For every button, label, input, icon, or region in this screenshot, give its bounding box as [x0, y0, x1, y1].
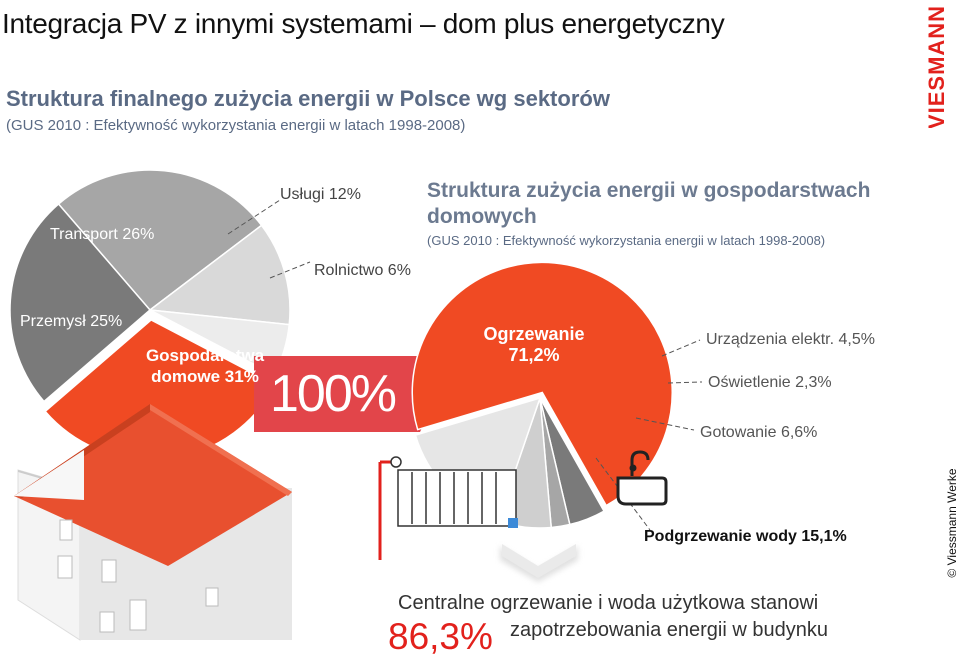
slide-title: Integracja PV z innymi systemami – dom p… [2, 8, 725, 39]
brand-text: VIESMANN [924, 6, 949, 128]
sink-icon [616, 450, 668, 506]
pie1-label-uslugi: Usługi 12% [280, 186, 361, 203]
leader-line-uslugi [227, 199, 281, 235]
household-pie-chart [411, 261, 673, 529]
viessmann-logo: VIESMANN [924, 6, 949, 128]
sector-chart-title: Struktura finalnego zużycia energii w Po… [6, 86, 610, 111]
pie1-label-przemysl: Przemysł 25% [20, 313, 123, 330]
pie1-label-gospodarstwa: Gospodarstwa domowe 31% [145, 346, 265, 386]
pie1-slice-usługi [148, 224, 291, 326]
pie2-label-urzadzenia: Urządzenia elektr. 4,5% [706, 331, 875, 348]
pie1-slice-przemysł [9, 202, 152, 403]
pie2-label-gotowanie: Gotowanie 6,6% [700, 424, 818, 441]
house-window [99, 611, 115, 633]
pie2-slice-ogrzewanie [411, 261, 673, 507]
leader-line-gotowanie [635, 417, 695, 431]
pie2-label-oswietlenie: Oświetlenie 2,3% [708, 374, 832, 391]
leader-line-rolnictwo [269, 261, 311, 279]
house-window [205, 587, 219, 607]
house-illustration [14, 404, 292, 641]
sector-chart-source: (GUS 2010 : Efektywność wykorzystania en… [6, 117, 466, 134]
summary-line-1: Centralne ogrzewanie i woda użytkowa sta… [398, 592, 819, 614]
leader-line-oswietlenie [667, 381, 703, 384]
radiator-icon [378, 456, 518, 560]
house-window [57, 555, 73, 579]
pie1-label-rolnictwo: Rolnictwo 6% [314, 262, 411, 279]
pie1-label-transport: Transport 26% [50, 226, 155, 243]
badge-100-text: 100% [270, 365, 397, 423]
summary-line-2: zapotrzebowania energii w budynku [510, 619, 828, 641]
leader-line-urzadzenia [661, 339, 701, 357]
household-chart-source: (GUS 2010 : Efektywność wykorzystania en… [427, 233, 826, 248]
badge-100-shape [254, 356, 438, 432]
household-chart-title: Struktura zużycia energii w gospodarstwa… [427, 179, 871, 228]
pie2-label-ogrzewanie: Ogrzewanie 71,2% [483, 324, 585, 365]
house-window [59, 519, 73, 541]
pie2-label-woda: Podgrzewanie wody 15,1% [644, 528, 847, 545]
pie1-slice-transport [57, 169, 263, 312]
house-door [129, 599, 147, 631]
summary-percent: 86,3% [388, 616, 493, 657]
house-window [101, 559, 117, 583]
chevron-down-icon [500, 544, 578, 582]
sector-pie-chart [9, 169, 291, 461]
copyright-text: © Viessmann Werke [945, 468, 959, 577]
